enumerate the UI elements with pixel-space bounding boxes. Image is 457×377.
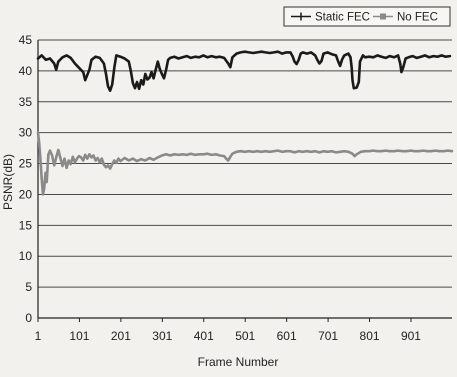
y-axis-title: PSNR(dB) xyxy=(1,154,15,210)
y-tick-label: 25 xyxy=(19,157,33,171)
y-tick-label: 35 xyxy=(19,95,33,109)
legend: Static FEC No FEC xyxy=(283,6,451,27)
legend-square-marker xyxy=(380,13,386,20)
gridlines xyxy=(38,39,452,288)
y-tick-label: 15 xyxy=(19,218,33,232)
x-tick-label: 301 xyxy=(152,329,172,343)
y-tick-label: 20 xyxy=(19,187,33,201)
y-tick-label: 40 xyxy=(19,64,33,78)
x-axis-title: Frame Number xyxy=(198,355,279,369)
axes xyxy=(37,40,452,322)
y-tick-labels: 0 5 10 15 20 25 30 35 40 45 xyxy=(19,33,33,325)
x-tick-label: 101 xyxy=(69,329,89,343)
x-tick-label: 701 xyxy=(318,329,338,343)
legend-box xyxy=(283,6,451,27)
series-line-no-fec xyxy=(36,131,454,196)
x-tick-label: 901 xyxy=(401,329,421,343)
legend-item-static-fec: Static FEC xyxy=(291,12,370,24)
series-lines xyxy=(36,50,454,196)
legend-item-no-fec: No FEC xyxy=(373,12,438,24)
x-tick-labels: 1 101 201 301 401 501 601 701 801 901 xyxy=(35,329,422,343)
y-tick-label: 45 xyxy=(19,33,33,47)
series-line-static-fec xyxy=(36,50,452,92)
x-tick-label: 601 xyxy=(277,329,297,343)
x-tick-label: 201 xyxy=(111,329,131,343)
x-tick-label: 801 xyxy=(360,329,380,343)
y-tick-label: 0 xyxy=(25,311,32,325)
legend-label: No FEC xyxy=(397,12,438,24)
x-tick-label: 501 xyxy=(235,329,255,343)
y-tick-label: 5 xyxy=(25,280,32,294)
y-tick-label: 30 xyxy=(19,126,33,140)
legend-label: Static FEC xyxy=(315,12,370,24)
x-tick-label: 1 xyxy=(35,329,42,343)
x-tick-label: 401 xyxy=(194,329,214,343)
y-tick-label: 10 xyxy=(19,249,33,263)
